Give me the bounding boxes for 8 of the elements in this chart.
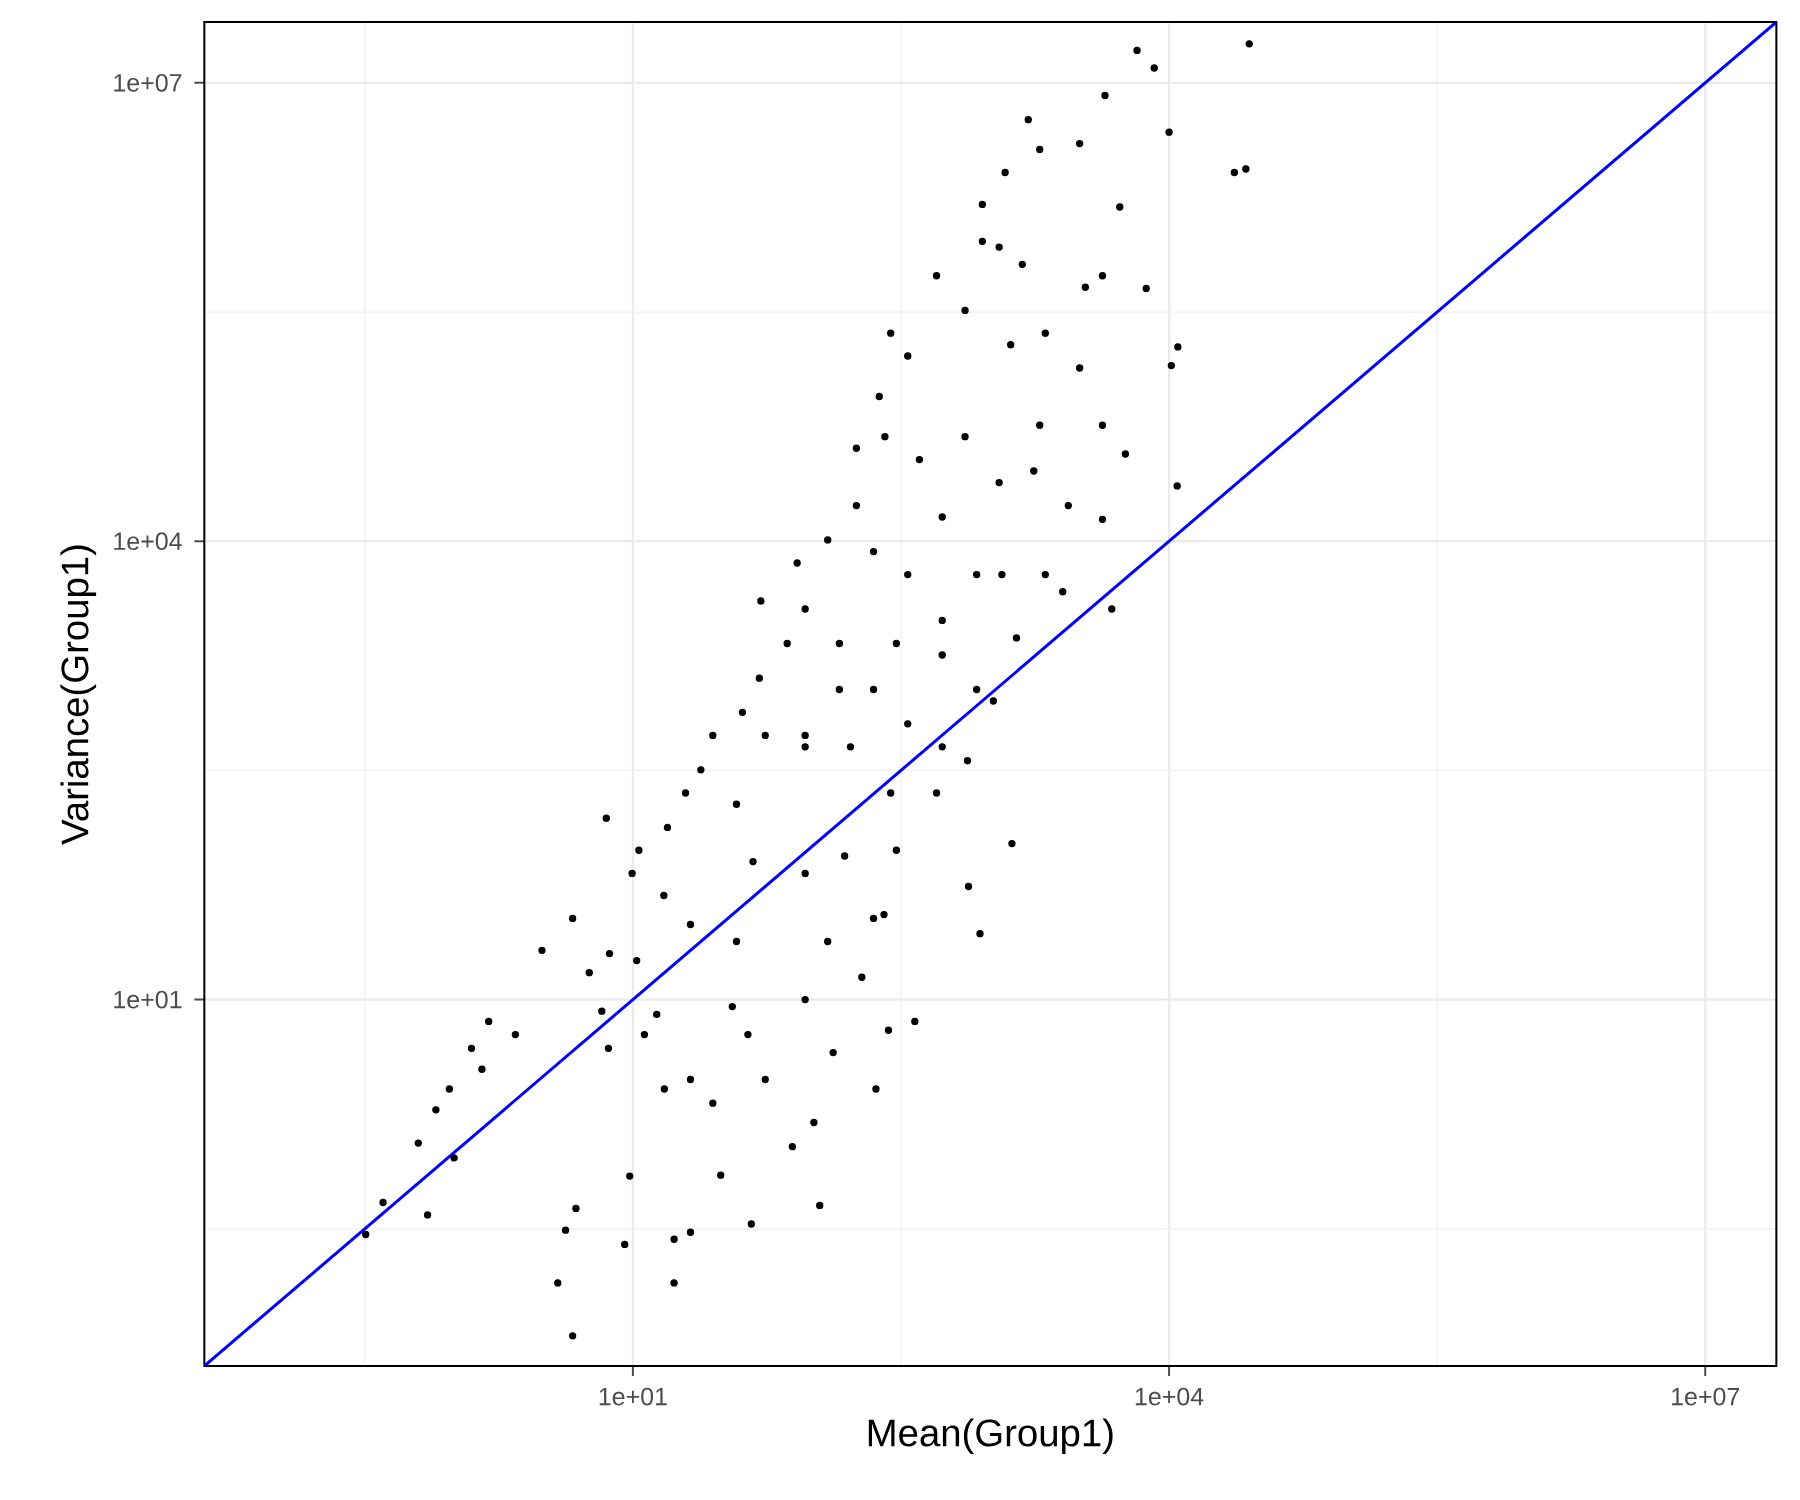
x-axis-title: Mean(Group1) [868,1418,1113,1455]
y-tick-label: 1e+01 [114,990,182,1009]
y-axis-title: Variance(Group1) [60,545,97,845]
y-tick-label: 1e+07 [114,73,182,92]
x-tick-label: 1e+07 [1672,1387,1740,1406]
y-tick-label: 1e+04 [114,532,182,551]
x-tick-label: 1e+04 [1135,1387,1204,1406]
x-tick-label: 1e+01 [599,1387,667,1406]
